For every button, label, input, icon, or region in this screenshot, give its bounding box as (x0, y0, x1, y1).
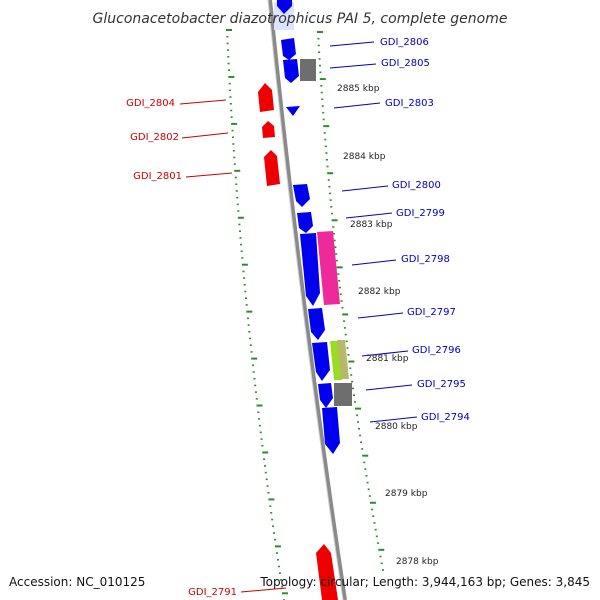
label-GDI_2798[interactable]: GDI_2798 (401, 254, 450, 265)
connector-GDI_2797 (357, 312, 404, 319)
label-GDI_2806[interactable]: GDI_2806 (380, 37, 429, 48)
label-GDI_2804[interactable]: GDI_2804 (126, 98, 175, 109)
connector-GDI_2802 (181, 132, 229, 139)
connector-GDI_2791 (240, 587, 287, 593)
label-GDI_2805[interactable]: GDI_2805 (381, 58, 430, 69)
gene-GDI_2791[interactable] (316, 544, 338, 600)
genome-backbone (268, 0, 347, 600)
topology-text: Topology: circular; Length: 3,944,163 bp… (259, 575, 590, 589)
connector-GDI_2804 (179, 99, 227, 105)
gene-GDI_2798[interactable] (300, 233, 320, 306)
label-GDI_2797[interactable]: GDI_2797 (407, 307, 456, 318)
scale-labels: 2885 kbp 2884 kbp 2883 kbp 2882 kbp 2881… (337, 84, 439, 567)
connector-GDI_2799 (345, 212, 393, 219)
label-GDI_2794[interactable]: GDI_2794 (421, 412, 470, 423)
gene-GDI_2805[interactable] (283, 59, 299, 83)
label-GDI_2795[interactable]: GDI_2795 (417, 379, 466, 390)
reverse-genes (258, 83, 338, 600)
other-features (300, 59, 352, 406)
map-title: Gluconacetobacter diazotrophicus PAI 5, … (93, 11, 508, 27)
connector-GDI_2805 (329, 63, 377, 69)
scale-label-2881: 2881 kbp (366, 354, 409, 364)
scale-label-2885: 2885 kbp (337, 84, 380, 94)
gene-GDI_2802[interactable] (262, 121, 275, 138)
label-GDI_2802[interactable]: GDI_2802 (130, 132, 179, 143)
gene-GDI_2803[interactable] (286, 106, 300, 116)
scale-label-2879: 2879 kbp (385, 489, 428, 499)
connector-GDI_2798 (351, 259, 397, 266)
label-GDI_2800[interactable]: GDI_2800 (392, 180, 441, 191)
gene-GDI_2796[interactable] (312, 342, 330, 381)
outer-tick-ring (317, 31, 385, 571)
gene-GDI_2797[interactable] (308, 308, 325, 340)
gene-labels: GDI_2806 GDI_2805 GDI_2803 GDI_2800 GDI_… (126, 37, 470, 598)
connector-GDI_2796 (361, 350, 409, 357)
feature-gray-2795[interactable] (334, 383, 352, 406)
connector-GDI_2795 (365, 384, 413, 391)
gene-GDI_2794[interactable] (322, 407, 340, 454)
scale-label-2883: 2883 kbp (350, 220, 393, 230)
faded-gene-top-arrow (277, 0, 292, 14)
connector-GDI_2803 (333, 102, 381, 109)
label-GDI_2791[interactable]: GDI_2791 (188, 587, 237, 598)
feature-pink-2798[interactable] (317, 231, 340, 305)
label-GDI_2799[interactable]: GDI_2799 (396, 208, 445, 219)
accession-text: Accession: NC_010125 (9, 575, 145, 589)
label-GDI_2801[interactable]: GDI_2801 (133, 171, 182, 182)
connector-GDI_2800 (341, 185, 389, 192)
scale-label-2882: 2882 kbp (358, 287, 401, 297)
connector-GDI_2794 (369, 416, 418, 423)
inner-tick-ring (226, 29, 288, 600)
feature-olive-2796[interactable] (337, 340, 349, 379)
scale-label-2878: 2878 kbp (396, 557, 439, 567)
gene-GDI_2800[interactable] (293, 184, 310, 207)
gene-GDI_2795[interactable] (318, 383, 333, 408)
label-GDI_2796[interactable]: GDI_2796 (412, 345, 461, 356)
scale-label-2884: 2884 kbp (343, 152, 386, 162)
label-connectors (179, 41, 418, 593)
gene-GDI_2806[interactable] (281, 38, 296, 60)
connector-GDI_2806 (329, 41, 375, 47)
feature-gray-2805[interactable] (300, 59, 316, 81)
gene-GDI_2804[interactable] (258, 83, 274, 112)
connector-GDI_2801 (185, 172, 233, 178)
gene-GDI_2799[interactable] (297, 212, 313, 233)
backbone-highlight (267, 0, 344, 600)
gene-GDI_2801[interactable] (264, 150, 280, 186)
label-GDI_2803[interactable]: GDI_2803 (385, 98, 434, 109)
scale-label-2880: 2880 kbp (375, 422, 418, 432)
forward-genes (281, 38, 340, 454)
